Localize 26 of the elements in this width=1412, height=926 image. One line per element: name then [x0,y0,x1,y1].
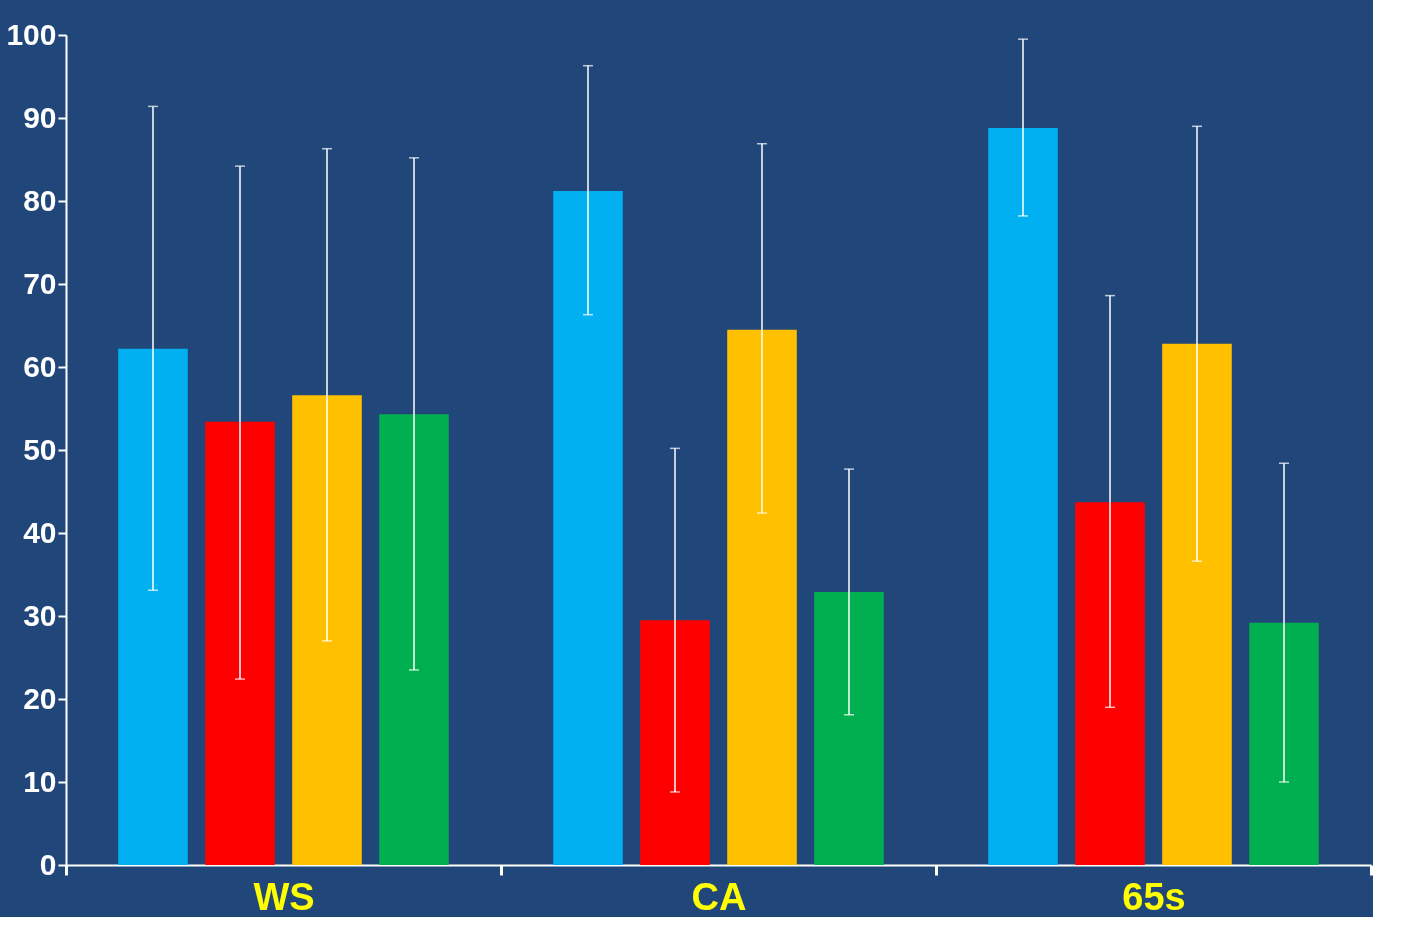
bar [1075,502,1145,865]
y-tick-label: 30 [23,598,57,632]
x-tick-label: CA [691,875,747,918]
y-tick-label: 70 [23,266,57,300]
x-tick-label: 65s [1122,875,1186,918]
bar [727,329,797,865]
y-tick-label: 40 [23,515,57,549]
bar [988,127,1058,865]
bar [292,395,362,865]
y-tick-label: 90 [23,100,57,134]
y-tick-label: 0 [39,847,57,881]
bar [205,421,275,865]
y-tick-label: 60 [23,349,57,383]
bar [118,348,188,865]
bar [1162,343,1232,865]
bar [553,191,623,865]
bar [814,591,884,865]
x-tick-label: WS [253,875,315,918]
y-tick-label: 80 [23,183,57,217]
y-tick-label: 10 [23,764,57,798]
bar [1249,622,1319,865]
y-tick-label: 20 [23,681,57,715]
bar [640,620,710,865]
y-tick-label: 50 [23,432,57,466]
y-tick-label: 100 [6,17,57,51]
bar [379,414,449,865]
